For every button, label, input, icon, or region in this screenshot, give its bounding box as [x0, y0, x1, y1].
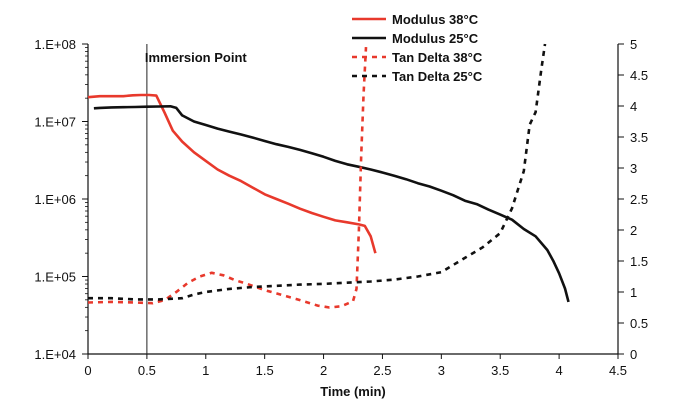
legend: Modulus 38°C Modulus 25°C Tan Delta 38°C Ta…	[352, 12, 483, 84]
x-tick-label: 2.5	[373, 363, 391, 378]
immersion-point-label: Immersion Point	[145, 50, 248, 65]
series-line-3	[87, 47, 368, 309]
axes-layer: 0 0.5 1 1.5 2 2.5 3 3.5 4 4.5 1.E+04 1.E+05 1.E+06 1.…	[34, 37, 648, 378]
x-tick-label: 0.5	[138, 363, 156, 378]
y-tick-label: 1.E+07	[34, 115, 76, 130]
y2-tick-label: 4	[630, 99, 637, 114]
x-tick-label: 3	[438, 363, 445, 378]
y2-tick-label: 0.5	[630, 316, 648, 331]
x-tick-label: 1	[202, 363, 209, 378]
y-tick-label: 1.E+04	[34, 347, 76, 362]
y-tick-label: 1.E+05	[34, 270, 76, 285]
series-line-4	[88, 43, 547, 301]
series-line-1	[87, 93, 377, 254]
x-axis-label: Time (min)	[320, 384, 386, 399]
x-tick-label: 3.5	[491, 363, 509, 378]
y2-tick-label: 5	[630, 37, 637, 52]
y2-tick-label: 2.5	[630, 192, 648, 207]
series-layer	[87, 43, 570, 309]
y2-tick-label: 0	[630, 347, 637, 362]
y-tick-label: 1.E+06	[34, 192, 76, 207]
x-tick-label: 2	[320, 363, 327, 378]
y2-tick-label: 1	[630, 285, 637, 300]
y2-tick-label: 2	[630, 223, 637, 238]
legend-label-2: Modulus 25°C	[392, 31, 479, 46]
y-tick-label: 1.E+08	[34, 37, 76, 52]
x-tick-label: 0	[84, 363, 91, 378]
x-tick-label: 1.5	[256, 363, 274, 378]
legend-label-4: Tan Delta 25°C	[392, 69, 483, 84]
x-tick-label: 4.5	[609, 363, 627, 378]
y2-tick-label: 3	[630, 161, 637, 176]
y2-tick-label: 1.5	[630, 254, 648, 269]
y2-tick-label: 4.5	[630, 68, 648, 83]
x-tick-label: 4	[555, 363, 562, 378]
y2-tick-label: 3.5	[630, 130, 648, 145]
legend-label-1: Modulus 38°C	[392, 12, 479, 27]
legend-label-3: Tan Delta 38°C	[392, 50, 483, 65]
